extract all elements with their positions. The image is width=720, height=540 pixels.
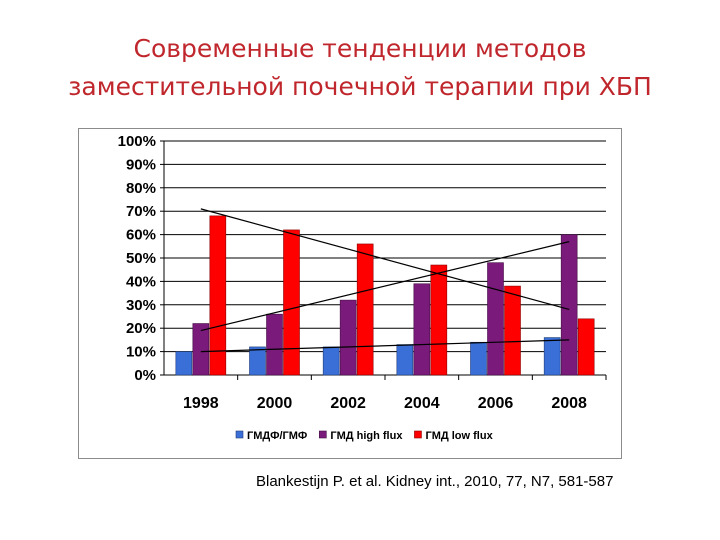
bar-chart: 0% 10% 20% 30% 40% 50% 60% 70% 80% 90% 100% 1998 200… <box>118 133 607 442</box>
bar <box>577 318 595 376</box>
y-tick-label: 10% <box>126 344 156 361</box>
bar <box>192 323 210 376</box>
y-tick-label: 100% <box>118 133 156 150</box>
x-tick-label: 2000 <box>257 395 293 412</box>
trend-line <box>200 241 570 332</box>
bar <box>356 243 374 376</box>
y-tick-label: 0% <box>134 367 156 384</box>
bar <box>504 285 521 376</box>
x-tick-label: 1998 <box>183 395 219 412</box>
bar <box>413 283 431 376</box>
x-tick-label: 2008 <box>551 395 587 412</box>
x-tick-label: 2006 <box>478 395 514 412</box>
bar <box>470 341 487 376</box>
y-tick-label: 40% <box>126 273 156 290</box>
y-tick-label: 60% <box>126 227 156 244</box>
y-tick-label: 20% <box>126 320 156 337</box>
bar <box>543 337 561 376</box>
legend-label: ГМДФ/ГМФ <box>247 430 307 442</box>
bar <box>322 346 340 376</box>
citation: Blankestijn P. et al. Kidney int., 2010,… <box>256 473 614 490</box>
legend-swatch <box>414 430 422 439</box>
legend-label: ГМД low flux <box>425 430 493 442</box>
slide-title: Современные тенденции методов заместител… <box>0 30 720 106</box>
x-tick-label: 2004 <box>404 395 440 412</box>
bar <box>339 299 357 376</box>
bar <box>396 344 414 376</box>
bar <box>487 262 504 376</box>
bar <box>266 313 283 376</box>
bar <box>283 229 300 376</box>
bar <box>209 215 227 376</box>
y-tick-label: 30% <box>126 297 156 314</box>
slide-title-line-2: заместительной почечной терапии при ХБП <box>68 72 652 101</box>
trend-line <box>200 339 570 353</box>
bar <box>430 264 448 376</box>
trend-line <box>200 208 570 311</box>
y-tick-label: 70% <box>126 203 156 220</box>
x-tick-label: 2002 <box>330 395 366 412</box>
legend-label: ГМД high flux <box>330 430 403 442</box>
slide-title-line-1: Современные тенденции методов <box>133 34 587 63</box>
y-tick-label: 90% <box>126 156 156 173</box>
bar <box>249 346 266 376</box>
y-tick-label: 50% <box>126 250 156 267</box>
bar <box>175 351 193 376</box>
y-tick-label: 80% <box>126 180 156 197</box>
chart-frame: 0% 10% 20% 30% 40% 50% 60% 70% 80% 90% 100% 1998 200… <box>78 128 622 459</box>
legend-swatch <box>235 430 244 439</box>
bar <box>560 234 578 376</box>
legend-swatch <box>319 430 327 439</box>
